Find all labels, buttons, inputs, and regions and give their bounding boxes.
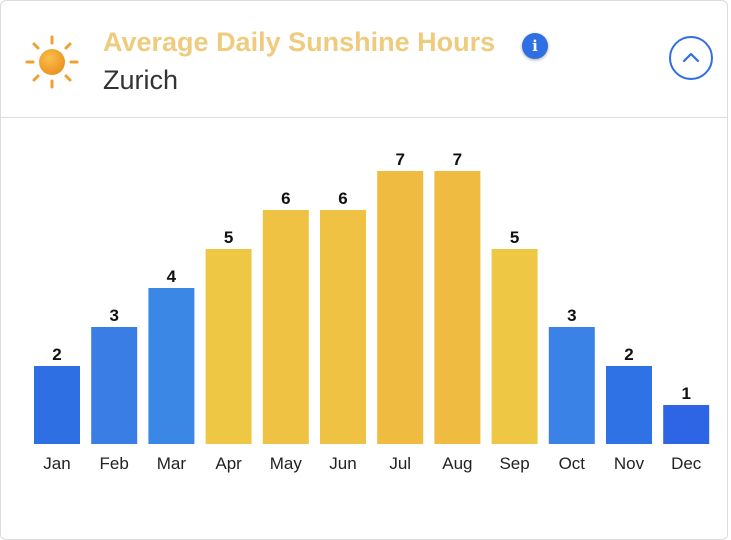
city-name: Zurich (103, 65, 179, 95)
data-label-dec: 1 (681, 384, 690, 403)
data-label-aug: 7 (453, 150, 462, 169)
bar-dec[interactable] (663, 405, 710, 444)
bar-apr[interactable] (205, 249, 252, 444)
data-label-jul: 7 (395, 150, 404, 169)
x-tick-label-aug: Aug (442, 454, 472, 473)
x-tick-label-jan: Jan (43, 454, 70, 473)
bar-jun[interactable] (320, 210, 366, 444)
x-tick-label-jul: Jul (389, 454, 411, 473)
bar-sep[interactable] (491, 249, 538, 444)
x-tick-label-feb: Feb (100, 454, 129, 473)
bar-chart: 2 Jan 3 Feb 4 Mar 5 Apr 6 May 6 Jun 7 Jul 7 Aug 5 Sep 3 Oct… (34, 150, 710, 473)
data-label-may: 6 (281, 189, 290, 208)
x-tick-label-oct: Oct (559, 454, 586, 473)
x-tick-label-dec: Dec (671, 454, 702, 473)
bar-nov[interactable] (606, 366, 652, 444)
data-label-mar: 4 (167, 267, 177, 286)
bar-jan[interactable] (34, 366, 80, 444)
data-label-jun: 6 (338, 189, 347, 208)
bar-feb[interactable] (91, 327, 138, 444)
collapse-button[interactable] (669, 36, 713, 80)
data-label-oct: 3 (567, 306, 576, 325)
x-tick-label-mar: Mar (157, 454, 187, 473)
x-tick-label-apr: Apr (215, 454, 242, 473)
data-label-apr: 5 (224, 228, 233, 247)
data-label-jan: 2 (52, 345, 61, 364)
data-label-feb: 3 (109, 306, 118, 325)
bar-jul[interactable] (377, 171, 424, 444)
info-icon[interactable]: i (522, 33, 548, 59)
x-tick-label-jun: Jun (329, 454, 356, 473)
bar-aug[interactable] (434, 171, 481, 444)
sun-icon (25, 35, 79, 89)
chevron-up-icon (682, 52, 700, 63)
data-label-nov: 2 (624, 345, 633, 364)
x-tick-label-may: May (270, 454, 303, 473)
card-header: Average Daily Sunshine Hours Zurich i (1, 1, 727, 118)
bar-oct[interactable] (548, 327, 595, 444)
x-tick-label-sep: Sep (499, 454, 529, 473)
data-label-sep: 5 (510, 228, 519, 247)
bar-mar[interactable] (148, 288, 195, 444)
bar-may[interactable] (262, 210, 309, 444)
x-tick-label-nov: Nov (614, 454, 645, 473)
chart-title: Average Daily Sunshine Hours (103, 27, 496, 57)
